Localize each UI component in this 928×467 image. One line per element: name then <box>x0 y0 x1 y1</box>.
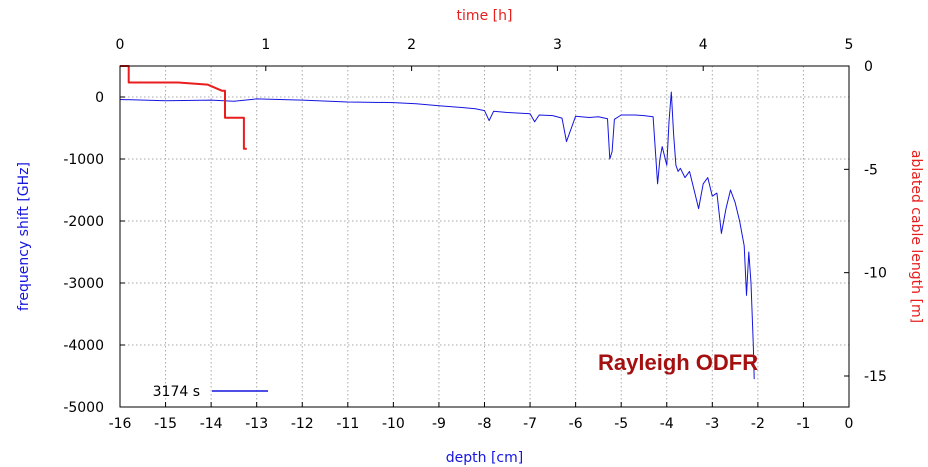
x2-tick-label: 0 <box>116 37 125 53</box>
x-tick-label: -10 <box>382 416 405 432</box>
y2-tick-label: -5 <box>864 162 878 178</box>
x-tick-label: -4 <box>660 416 674 432</box>
y2-tick-label: -10 <box>864 266 887 282</box>
x-tick-label: -1 <box>796 416 810 432</box>
x-axis-title: depth [cm] <box>446 450 523 466</box>
y-tick-label: -1000 <box>63 152 104 168</box>
x-tick-label: -11 <box>336 416 359 432</box>
x-tick-label: -8 <box>478 416 492 432</box>
y2-tick-label: -15 <box>864 369 887 385</box>
y-tick-label: -3000 <box>63 276 104 292</box>
x-tick-label: -15 <box>154 416 177 432</box>
y-tick-label: -2000 <box>63 214 104 230</box>
tick-layer: -16 -15 -14 -13 -12 -11 -10 -9 -8 -7 -6 -5 -4 -3 -2 -1 0… <box>63 37 887 432</box>
y-tick-label: -4000 <box>63 338 104 354</box>
x2-axis-title: time [h] <box>457 8 513 24</box>
annotation-label: Rayleigh ODFR <box>598 350 758 375</box>
y-tick-label: 0 <box>95 90 104 106</box>
x-tick-label: -6 <box>569 416 583 432</box>
y2-axis-title: ablated cable length [m] <box>908 150 924 323</box>
x2-tick-label: 4 <box>699 37 708 53</box>
x-tick-label: -12 <box>291 416 314 432</box>
x-tick-label: -3 <box>705 416 719 432</box>
x-tick-label: 0 <box>845 416 854 432</box>
y-axis-title: frequency shift [GHz] <box>16 162 32 311</box>
x2-tick-label: 1 <box>261 37 270 53</box>
x-tick-label: -13 <box>245 416 268 432</box>
y2-tick-label: 0 <box>864 59 873 75</box>
grid-layer <box>120 66 849 407</box>
x-tick-label: -9 <box>432 416 446 432</box>
x-tick-label: -7 <box>523 416 537 432</box>
legend-entry-label: 3174 s <box>153 384 200 400</box>
x-tick-label: -16 <box>109 416 132 432</box>
series-ablated-length-line <box>120 65 247 150</box>
legend: 3174 s <box>153 384 268 400</box>
x2-tick-label: 3 <box>553 37 562 53</box>
x2-tick-label: 5 <box>845 37 854 53</box>
series-layer <box>119 65 755 380</box>
series-frequency-shift-line <box>119 91 755 380</box>
x2-tick-label: 2 <box>407 37 416 53</box>
x-tick-label: -5 <box>614 416 628 432</box>
x-tick-label: -14 <box>200 416 223 432</box>
y-tick-label: -5000 <box>63 400 104 416</box>
x-tick-label: -2 <box>751 416 765 432</box>
